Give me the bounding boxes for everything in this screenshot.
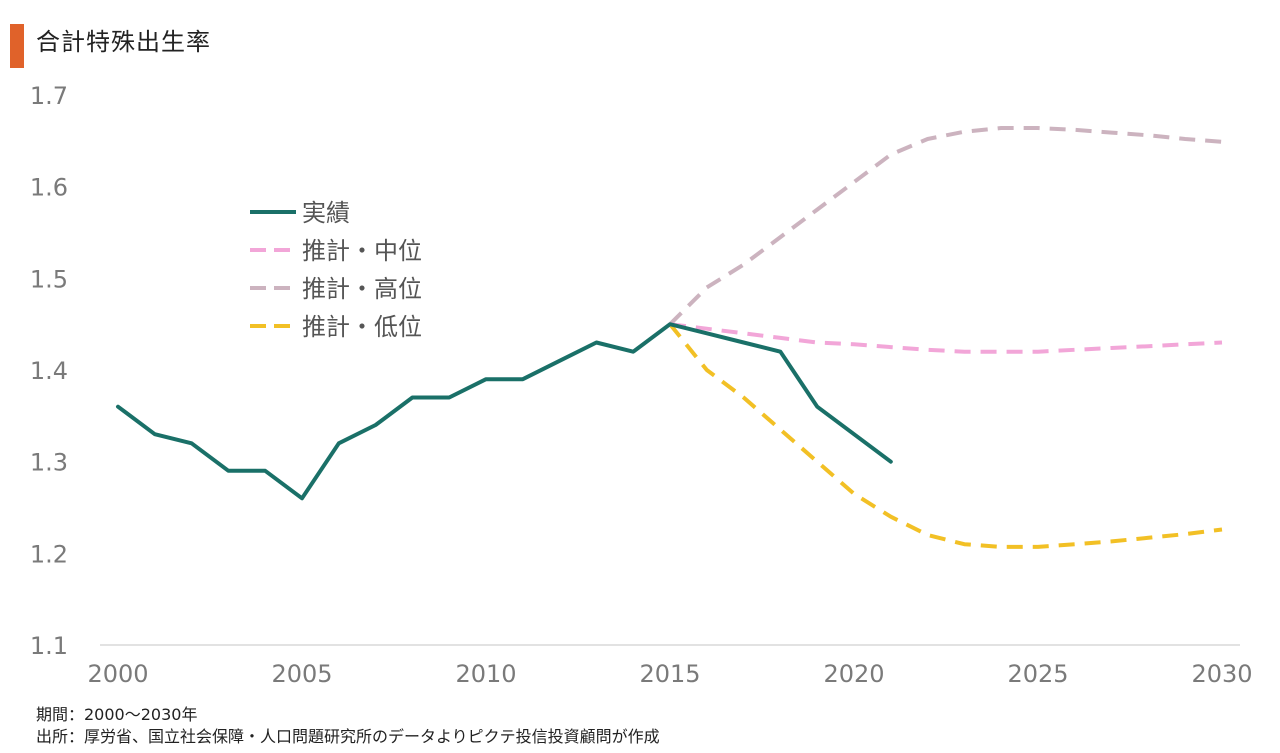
- series-line-medium: [669, 322, 1223, 354]
- series-line-low: [668, 322, 1223, 549]
- y-tick-label: 1.3: [30, 449, 68, 477]
- x-tick-label: 2000: [87, 660, 148, 688]
- legend-label-low: 推計・低位: [302, 313, 422, 341]
- x-tick-label: 2005: [271, 660, 332, 688]
- x-tick-label: 2025: [1007, 660, 1068, 688]
- series-layer: [116, 126, 1223, 549]
- y-tick-label: 1.2: [30, 540, 68, 568]
- x-tick-label: 2010: [455, 660, 516, 688]
- source-note: 出所：厚労省、国立社会保障・人口問題研究所のデータよりピクテ投信投資顧問が作成: [36, 727, 660, 746]
- axis-layer: 1.1 1.2 1.3 1.4 1.5 1.6 1.7 2000 2005 2010 2015 202…: [30, 82, 1253, 688]
- title-accent-bar: [10, 24, 24, 68]
- chart-title: 合計特殊出生率: [36, 28, 211, 56]
- period-note: 期間：2000～2030年: [36, 705, 198, 724]
- y-tick-label: 1.4: [30, 357, 68, 385]
- legend-label-high: 推計・高位: [302, 275, 422, 303]
- y-tick-label: 1.7: [30, 82, 68, 110]
- series-line-high: [668, 126, 1223, 326]
- legend-label-medium: 推計・中位: [302, 237, 422, 265]
- series-line-actual: [116, 322, 893, 501]
- x-tick-label: 2030: [1191, 660, 1252, 688]
- y-tick-label: 1.6: [30, 174, 68, 202]
- x-tick-label: 2015: [639, 660, 700, 688]
- y-tick-label: 1.1: [30, 632, 68, 660]
- line-chart: 1.1 1.2 1.3 1.4 1.5 1.6 1.7 2000 2005 2010 2015 202…: [30, 82, 1253, 688]
- y-tick-label: 1.5: [30, 265, 68, 293]
- legend-label-actual: 実績: [302, 199, 350, 227]
- x-tick-label: 2020: [823, 660, 884, 688]
